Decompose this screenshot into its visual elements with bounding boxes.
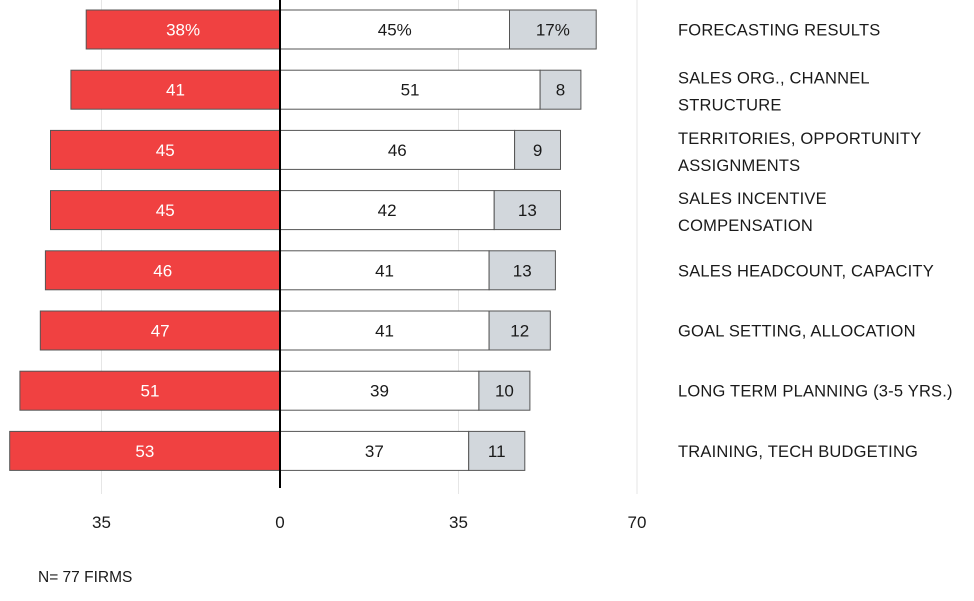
- category-label: FORECASTING RESULTS: [678, 22, 880, 40]
- bar-value-label: 8: [556, 81, 565, 100]
- bar-value-label: 45: [156, 201, 175, 220]
- category-labels: FORECASTING RESULTS SALES ORG., CHANNEL ST…: [678, 22, 953, 461]
- bar-series-1: [44, 250, 281, 291]
- bar-series-1: [19, 370, 281, 411]
- bar-value-label: 47: [151, 322, 170, 341]
- bar-value-label: 51: [140, 382, 159, 401]
- category-label: SALES INCENTIVE: [678, 190, 827, 208]
- category-label: ASSIGNMENTS: [678, 157, 800, 175]
- bar-series-1: [50, 190, 281, 231]
- bar-value-label: 41: [166, 81, 185, 100]
- bar-value-label: 53: [135, 442, 154, 461]
- bar-series-2: [279, 190, 495, 231]
- bar-series-2: [279, 310, 490, 351]
- bar-series-1: [39, 310, 281, 351]
- bar-series-1: [85, 9, 281, 50]
- bar-value-label: 38%: [166, 21, 200, 40]
- bar-series-1: [70, 69, 281, 110]
- category-label: TRAINING, TECH BUDGETING: [678, 443, 918, 461]
- bar-series-3: [478, 370, 531, 411]
- footnote: N= 77 FIRMS: [38, 569, 132, 586]
- bar-value-label: 12: [510, 322, 529, 341]
- bar-series-3: [514, 129, 561, 170]
- bar-value-label: 17%: [536, 21, 570, 40]
- bar-value-label: 9: [533, 141, 542, 160]
- bar-series-3: [488, 310, 551, 351]
- bar-series-3: [539, 69, 582, 110]
- bar-value-label: 13: [513, 261, 532, 280]
- bar-series-1: [50, 129, 281, 170]
- bar-value-label: 37: [365, 442, 384, 461]
- bar-series-2: [279, 250, 490, 291]
- category-label: COMPENSATION: [678, 217, 813, 235]
- bar-series-2: [279, 430, 470, 471]
- bar-value-label: 10: [495, 382, 514, 401]
- bar-value-label: 46: [388, 141, 407, 160]
- bar-value-label: 41: [375, 261, 394, 280]
- x-axis-ticks: 35 0 35 70: [92, 513, 646, 532]
- bars: 38% 45% 17% 41 51 8 45 46 9 45 42 13 46 41 13 47 41 12 51 3…: [9, 9, 597, 471]
- category-label: GOAL SETTING, ALLOCATION: [678, 323, 916, 341]
- bar-value-label: 11: [488, 442, 506, 461]
- bar-series-1: [9, 430, 281, 471]
- x-tick-label: 0: [275, 513, 284, 532]
- category-label: LONG TERM PLANNING (3-5 YRS.): [678, 383, 953, 401]
- bar-value-label: 41: [375, 322, 394, 341]
- bar-series-3: [468, 430, 526, 471]
- bar-value-label: 39: [370, 382, 389, 401]
- bar-value-label: 13: [518, 201, 537, 220]
- bar-series-3: [488, 250, 556, 291]
- bar-value-label: 45: [156, 141, 175, 160]
- x-tick-label: 70: [628, 513, 647, 532]
- bar-series-2: [279, 69, 541, 110]
- x-tick-label: 35: [92, 513, 111, 532]
- category-label: STRUCTURE: [678, 97, 782, 115]
- x-tick-label: 35: [449, 513, 468, 532]
- category-label: TERRITORIES, OPPORTUNITY: [678, 130, 921, 148]
- bar-value-label: 42: [378, 201, 397, 220]
- bar-value-label: 46: [153, 261, 172, 280]
- category-label: SALES HEADCOUNT, CAPACITY: [678, 262, 934, 280]
- bar-series-2: [279, 370, 480, 411]
- bar-value-label: 45%: [378, 21, 412, 40]
- category-label: SALES ORG., CHANNEL: [678, 70, 870, 88]
- bar-series-3: [509, 9, 597, 50]
- bar-series-2: [279, 9, 510, 50]
- bar-series-3: [493, 190, 562, 231]
- bar-value-label: 51: [401, 81, 420, 100]
